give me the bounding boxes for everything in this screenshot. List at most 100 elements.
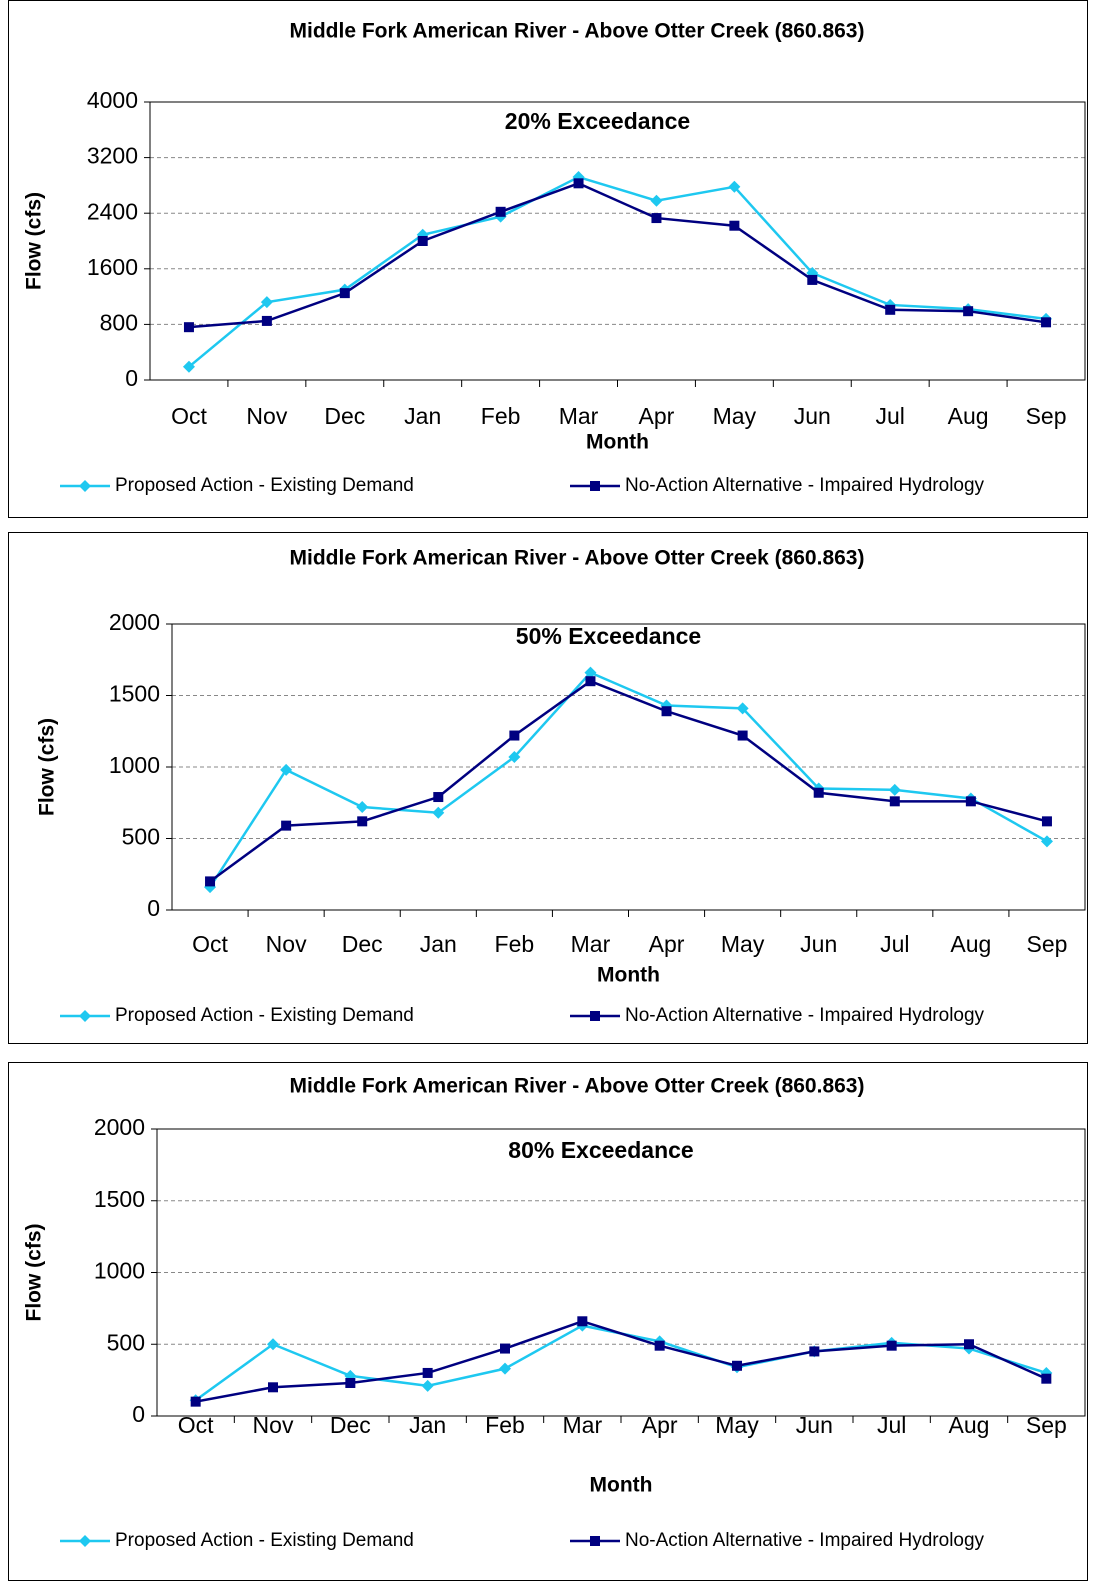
point-marker	[650, 194, 663, 207]
point-marker	[182, 360, 195, 373]
point-marker	[417, 236, 428, 246]
point-marker	[79, 1535, 91, 1547]
x-tick-label: May	[715, 1412, 759, 1438]
y-tick-label: 1500	[109, 681, 160, 707]
point-marker	[661, 706, 672, 717]
x-tick-label: Oct	[178, 1412, 214, 1438]
x-tick-label: Jul	[877, 1412, 906, 1438]
point-marker	[267, 1338, 279, 1351]
point-marker	[577, 1316, 588, 1327]
x-tick-label: May	[713, 403, 757, 429]
point-marker	[500, 1343, 510, 1354]
x-tick-label: Jan	[404, 403, 441, 429]
point-marker	[729, 220, 740, 231]
point-marker	[190, 1396, 201, 1407]
chart-frame	[8, 1062, 1088, 1581]
chart-subtitle: 50% Exceedance	[516, 623, 701, 649]
point-marker	[433, 792, 444, 803]
y-tick-label: 1000	[94, 1258, 145, 1284]
x-tick-label: Mar	[559, 403, 599, 429]
point-marker	[732, 1360, 742, 1371]
series-line	[194, 1324, 1047, 1402]
x-tick-label: Sep	[1026, 1412, 1067, 1438]
point-marker	[965, 796, 976, 807]
point-marker	[508, 750, 521, 763]
x-tick-label: Dec	[342, 931, 383, 957]
x-tick-label: Dec	[330, 1412, 371, 1438]
point-marker	[499, 1362, 511, 1375]
y-tick-label: 0	[125, 365, 138, 391]
point-marker	[585, 676, 596, 687]
x-tick-label: Aug	[950, 931, 991, 957]
legend-label: No-Action Alternative - Impaired Hydrolo…	[625, 475, 985, 496]
point-marker	[422, 1367, 433, 1378]
y-tick-label: 800	[100, 309, 138, 335]
x-tick-label: Nov	[253, 1412, 294, 1438]
point-marker	[736, 702, 749, 715]
point-marker	[1041, 816, 1052, 827]
chart-title: Middle Fork American River - Above Otter…	[290, 547, 865, 570]
series-line	[195, 1319, 1047, 1403]
y-tick-label: 1000	[109, 752, 160, 778]
point-marker	[737, 730, 748, 741]
x-axis-label: Month	[586, 431, 649, 454]
point-marker	[885, 304, 896, 315]
point-marker	[281, 820, 292, 831]
point-marker	[432, 806, 445, 819]
point-marker	[963, 306, 974, 317]
chart-title: Middle Fork American River - Above Otter…	[290, 1075, 865, 1098]
point-marker	[268, 1382, 278, 1393]
x-tick-label: May	[721, 931, 765, 957]
y-axis-label: Flow (cfs)	[36, 718, 59, 816]
x-tick-label: Feb	[481, 403, 521, 429]
point-marker	[1041, 317, 1052, 328]
plot-area	[149, 101, 1086, 381]
chart-subtitle: 80% Exceedance	[508, 1137, 693, 1163]
x-tick-label: Aug	[949, 1412, 990, 1438]
point-marker	[345, 1377, 356, 1388]
series-line	[209, 679, 1048, 883]
x-tick-label: Feb	[495, 931, 535, 957]
point-marker	[1041, 1373, 1052, 1384]
point-marker	[421, 1379, 434, 1392]
legend-label: Proposed Action - Existing Demand	[115, 1530, 414, 1551]
point-marker	[280, 763, 293, 776]
y-tick-label: 0	[132, 1401, 145, 1427]
point-marker	[888, 783, 901, 796]
point-marker	[660, 699, 673, 712]
x-tick-label: Dec	[324, 403, 365, 429]
point-marker	[654, 1340, 665, 1351]
x-tick-label: Nov	[266, 931, 307, 957]
point-marker	[205, 876, 216, 887]
x-tick-label: Aug	[948, 403, 989, 429]
x-tick-label: Apr	[642, 1412, 678, 1438]
chart-subtitle: 20% Exceedance	[505, 108, 690, 134]
point-marker	[261, 315, 272, 326]
y-tick-label: 500	[107, 1329, 145, 1355]
legend-label: Proposed Action - Existing Demand	[115, 475, 414, 496]
legend-label: No-Action Alternative - Impaired Hydrolo…	[625, 1005, 985, 1026]
y-tick-label: 2000	[109, 609, 160, 635]
x-tick-label: Jan	[409, 1412, 446, 1438]
x-tick-label: Feb	[485, 1412, 525, 1438]
point-marker	[813, 787, 824, 798]
point-marker	[590, 1011, 600, 1021]
y-tick-label: 0	[147, 895, 160, 921]
x-axis-label: Month	[590, 1474, 653, 1497]
chart-title: Middle Fork American River - Above Otter…	[290, 20, 865, 43]
point-marker	[889, 796, 900, 807]
point-marker	[339, 288, 350, 299]
x-tick-label: Oct	[171, 403, 207, 429]
point-marker	[807, 274, 818, 285]
x-tick-label: Jul	[876, 403, 905, 429]
point-marker	[1040, 835, 1053, 848]
x-axis-label: Month	[597, 964, 660, 987]
x-tick-label: Jun	[796, 1412, 833, 1438]
x-tick-label: Oct	[192, 931, 228, 957]
y-tick-label: 2000	[94, 1114, 145, 1140]
series-line	[208, 671, 1048, 888]
point-marker	[584, 666, 597, 679]
x-tick-label: Jul	[880, 931, 909, 957]
chart: Middle Fork American River - Above Otter…	[8, 0, 1088, 518]
point-marker	[357, 816, 368, 827]
